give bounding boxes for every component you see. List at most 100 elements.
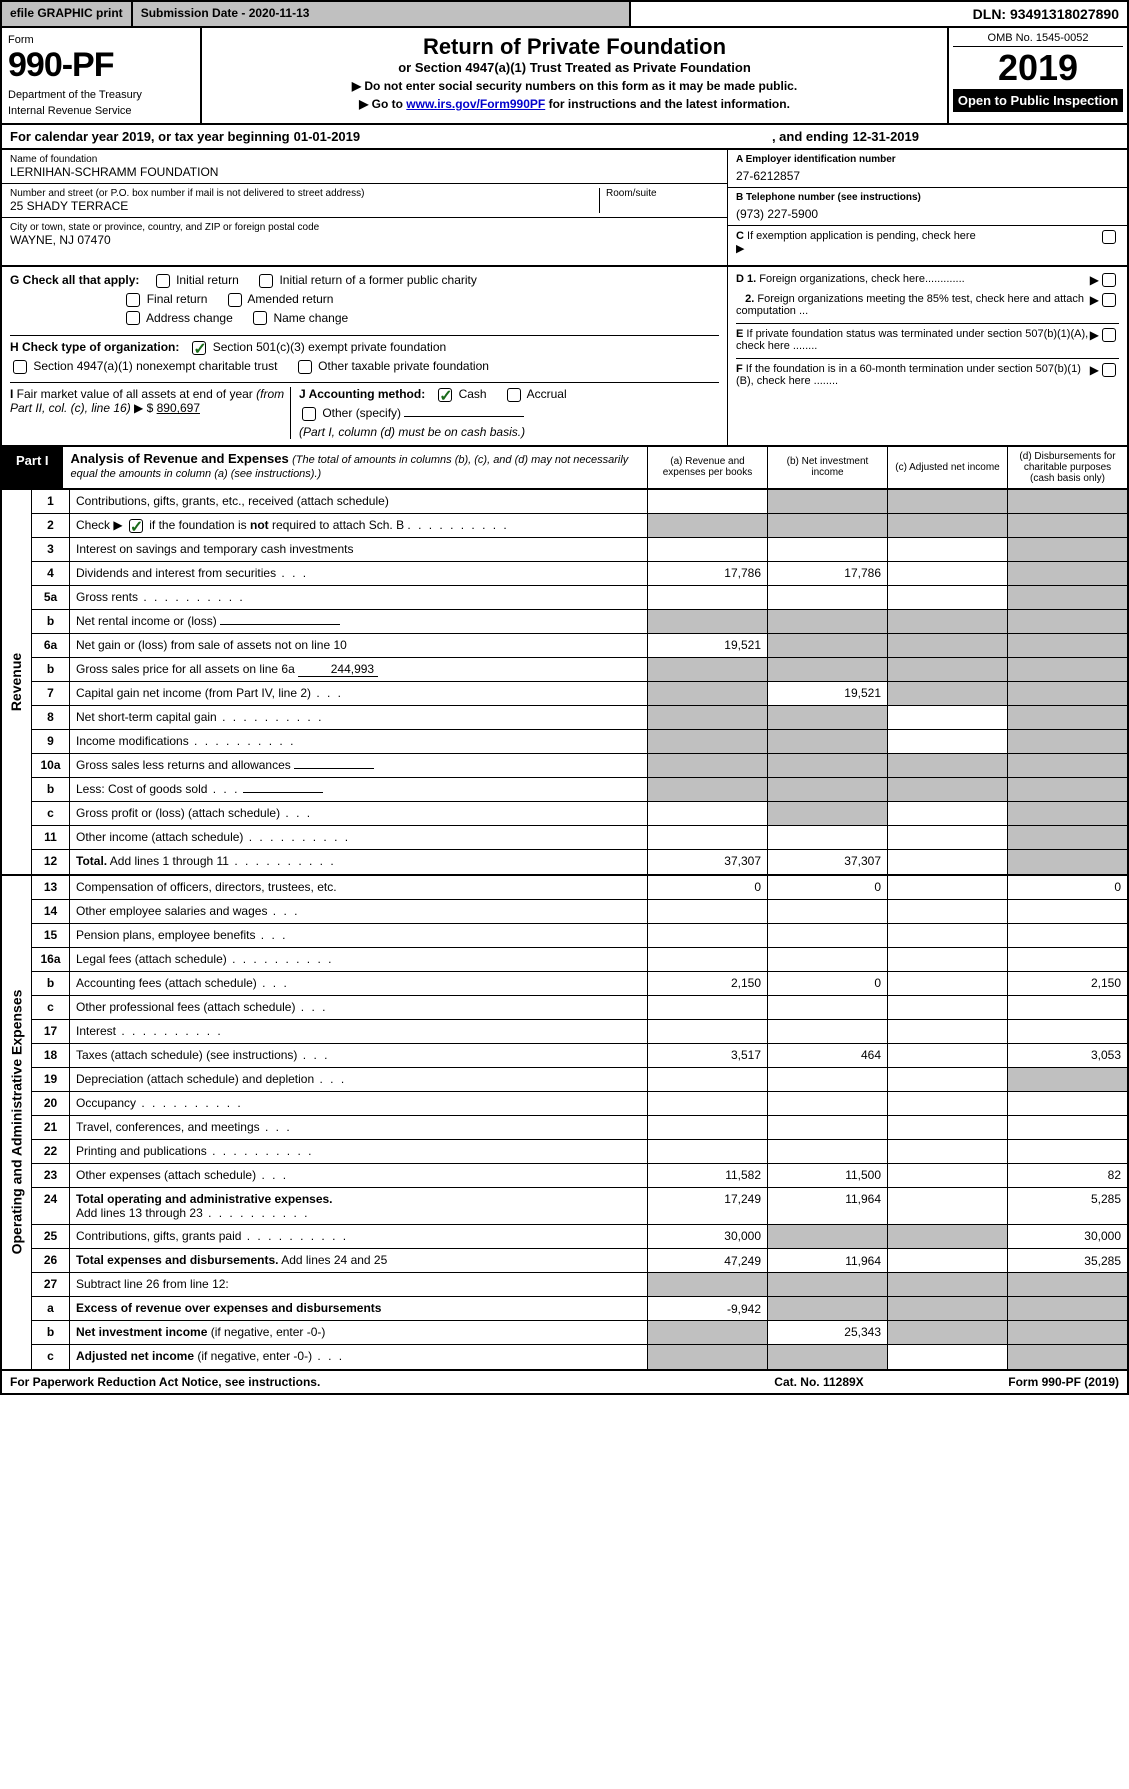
h-501-label: Section 501(c)(3) exempt private foundat… xyxy=(213,340,446,354)
revenue-rows: 1 Contributions, gifts, grants, etc., re… xyxy=(32,490,1127,874)
r18-a: 3,517 xyxy=(647,1044,767,1067)
irs-link[interactable]: www.irs.gov/Form990PF xyxy=(406,97,545,111)
d2-checkbox[interactable] xyxy=(1102,293,1116,307)
header: Form 990-PF Department of the Treasury I… xyxy=(0,28,1129,125)
h-4947-checkbox[interactable] xyxy=(13,360,27,374)
row-11: 11 Other income (attach schedule) xyxy=(32,826,1127,850)
j-accrual-label: Accrual xyxy=(527,387,567,401)
j-cash-checkbox[interactable] xyxy=(438,388,452,402)
row-10b: b Less: Cost of goods sold xyxy=(32,778,1127,802)
c-checkbox[interactable] xyxy=(1102,230,1116,244)
tax-year: 2019 xyxy=(953,47,1123,89)
address-cell: Number and street (or P.O. box number if… xyxy=(2,184,727,218)
fmv-value: 890,697 xyxy=(157,401,200,415)
amended-return-checkbox[interactable] xyxy=(228,293,242,307)
row-5a: 5a Gross rents xyxy=(32,586,1127,610)
note-link-pre: ▶ Go to xyxy=(359,97,406,111)
r24-b: 11,964 xyxy=(767,1188,887,1224)
row-27c: c Adjusted net income (if negative, ente… xyxy=(32,1345,1127,1369)
form-number: 990-PF xyxy=(8,46,194,85)
row-4: 4 Dividends and interest from securities… xyxy=(32,562,1127,586)
col-d-header: (d) Disbursements for charitable purpose… xyxy=(1007,447,1127,488)
initial-former-checkbox[interactable] xyxy=(259,274,273,288)
name-change-label: Name change xyxy=(273,311,348,325)
j-accrual-checkbox[interactable] xyxy=(507,388,521,402)
info-left: Name of foundation LERNIHAN-SCHRAMM FOUN… xyxy=(2,150,727,265)
city-label: City or town, state or province, country… xyxy=(10,222,719,233)
r12-a: 37,307 xyxy=(647,850,767,874)
row-6b: b Gross sales price for all assets on li… xyxy=(32,658,1127,682)
row-25: 25 Contributions, gifts, grants paid 30,… xyxy=(32,1225,1127,1249)
footer-right: Form 990-PF (2019) xyxy=(919,1375,1119,1389)
year-box: OMB No. 1545-0052 2019 Open to Public In… xyxy=(947,28,1127,123)
h-other-checkbox[interactable] xyxy=(298,360,312,374)
r4-a: 17,786 xyxy=(647,562,767,585)
row-10a: 10a Gross sales less returns and allowan… xyxy=(32,754,1127,778)
j-other-checkbox[interactable] xyxy=(302,407,316,421)
check-right: D 1. Foreign organizations, check here..… xyxy=(727,267,1127,445)
row-27a: a Excess of revenue over expenses and di… xyxy=(32,1297,1127,1321)
room-label: Room/suite xyxy=(606,188,719,199)
h-other-label: Other taxable private foundation xyxy=(318,359,489,373)
d1-checkbox[interactable] xyxy=(1102,273,1116,287)
row-18: 18 Taxes (attach schedule) (see instruct… xyxy=(32,1044,1127,1068)
r27a-a: -9,942 xyxy=(647,1297,767,1320)
h-501-checkbox[interactable] xyxy=(192,341,206,355)
name-label: Name of foundation xyxy=(10,154,719,165)
final-return-checkbox[interactable] xyxy=(126,293,140,307)
j-other-label: Other (specify) xyxy=(322,406,401,420)
city-value: WAYNE, NJ 07470 xyxy=(10,233,719,247)
g-label: G Check all that apply: xyxy=(10,273,139,287)
row-22: 22 Printing and publications xyxy=(32,1140,1127,1164)
row-27: 27 Subtract line 26 from line 12: xyxy=(32,1273,1127,1297)
submission-date: Submission Date - 2020-11-13 xyxy=(133,2,631,26)
row-16c: c Other professional fees (attach schedu… xyxy=(32,996,1127,1020)
final-return-label: Final return xyxy=(147,292,208,306)
name-change-checkbox[interactable] xyxy=(253,311,267,325)
footer-left: For Paperwork Reduction Act Notice, see … xyxy=(10,1375,719,1389)
addr-change-checkbox[interactable] xyxy=(126,311,140,325)
row-9: 9 Income modifications xyxy=(32,730,1127,754)
r6b-val: 244,993 xyxy=(298,662,378,677)
r13-d: 0 xyxy=(1007,876,1127,899)
check-left: G Check all that apply: Initial return I… xyxy=(2,267,727,445)
initial-return-checkbox[interactable] xyxy=(156,274,170,288)
d2-label: 2. Foreign organizations meeting the 85%… xyxy=(736,293,1090,317)
r23-a: 11,582 xyxy=(647,1164,767,1187)
addr-value: 25 SHADY TERRACE xyxy=(10,199,599,213)
c-cell: C If exemption application is pending, c… xyxy=(728,226,1127,265)
r7-b: 19,521 xyxy=(767,682,887,705)
row-16b: b Accounting fees (attach schedule) 2,15… xyxy=(32,972,1127,996)
r16b-d: 2,150 xyxy=(1007,972,1127,995)
note-ssn: ▶ Do not enter social security numbers o… xyxy=(214,79,935,93)
revenue-section: Revenue 1 Contributions, gifts, grants, … xyxy=(0,490,1129,876)
row-27b: b Net investment income (if negative, en… xyxy=(32,1321,1127,1345)
row-15: 15 Pension plans, employee benefits xyxy=(32,924,1127,948)
r6a-a: 19,521 xyxy=(647,634,767,657)
initial-former-label: Initial return of a former public charit… xyxy=(279,273,476,287)
col-a-header: (a) Revenue and expenses per books xyxy=(647,447,767,488)
expenses-rows: 13 Compensation of officers, directors, … xyxy=(32,876,1127,1369)
dept-irs: Internal Revenue Service xyxy=(8,105,194,117)
initial-return-label: Initial return xyxy=(176,273,239,287)
row-12: 12 Total. Add lines 1 through 11 37,307 … xyxy=(32,850,1127,874)
schb-checkbox[interactable] xyxy=(129,519,143,533)
row-3: 3 Interest on savings and temporary cash… xyxy=(32,538,1127,562)
open-public: Open to Public Inspection xyxy=(953,89,1123,112)
j-cash-label: Cash xyxy=(459,387,487,401)
r23-d: 82 xyxy=(1007,1164,1127,1187)
row-14: 14 Other employee salaries and wages xyxy=(32,900,1127,924)
foundation-name: LERNIHAN-SCHRAMM FOUNDATION xyxy=(10,165,719,179)
expenses-section: Operating and Administrative Expenses 13… xyxy=(0,876,1129,1371)
calyear-begin: 01-01-2019 xyxy=(294,129,361,144)
phone-label: B Telephone number (see instructions) xyxy=(736,192,1119,203)
j-label: J Accounting method: xyxy=(299,387,425,401)
form-label: Form xyxy=(8,34,194,46)
form-title: Return of Private Foundation xyxy=(214,34,935,60)
e-checkbox[interactable] xyxy=(1102,328,1116,342)
f-checkbox[interactable] xyxy=(1102,363,1116,377)
r18-d: 3,053 xyxy=(1007,1044,1127,1067)
calendar-year-row: For calendar year 2019, or tax year begi… xyxy=(0,125,1129,150)
form-subtitle: or Section 4947(a)(1) Trust Treated as P… xyxy=(214,60,935,75)
calyear-pre: For calendar year 2019, or tax year begi… xyxy=(10,129,290,144)
